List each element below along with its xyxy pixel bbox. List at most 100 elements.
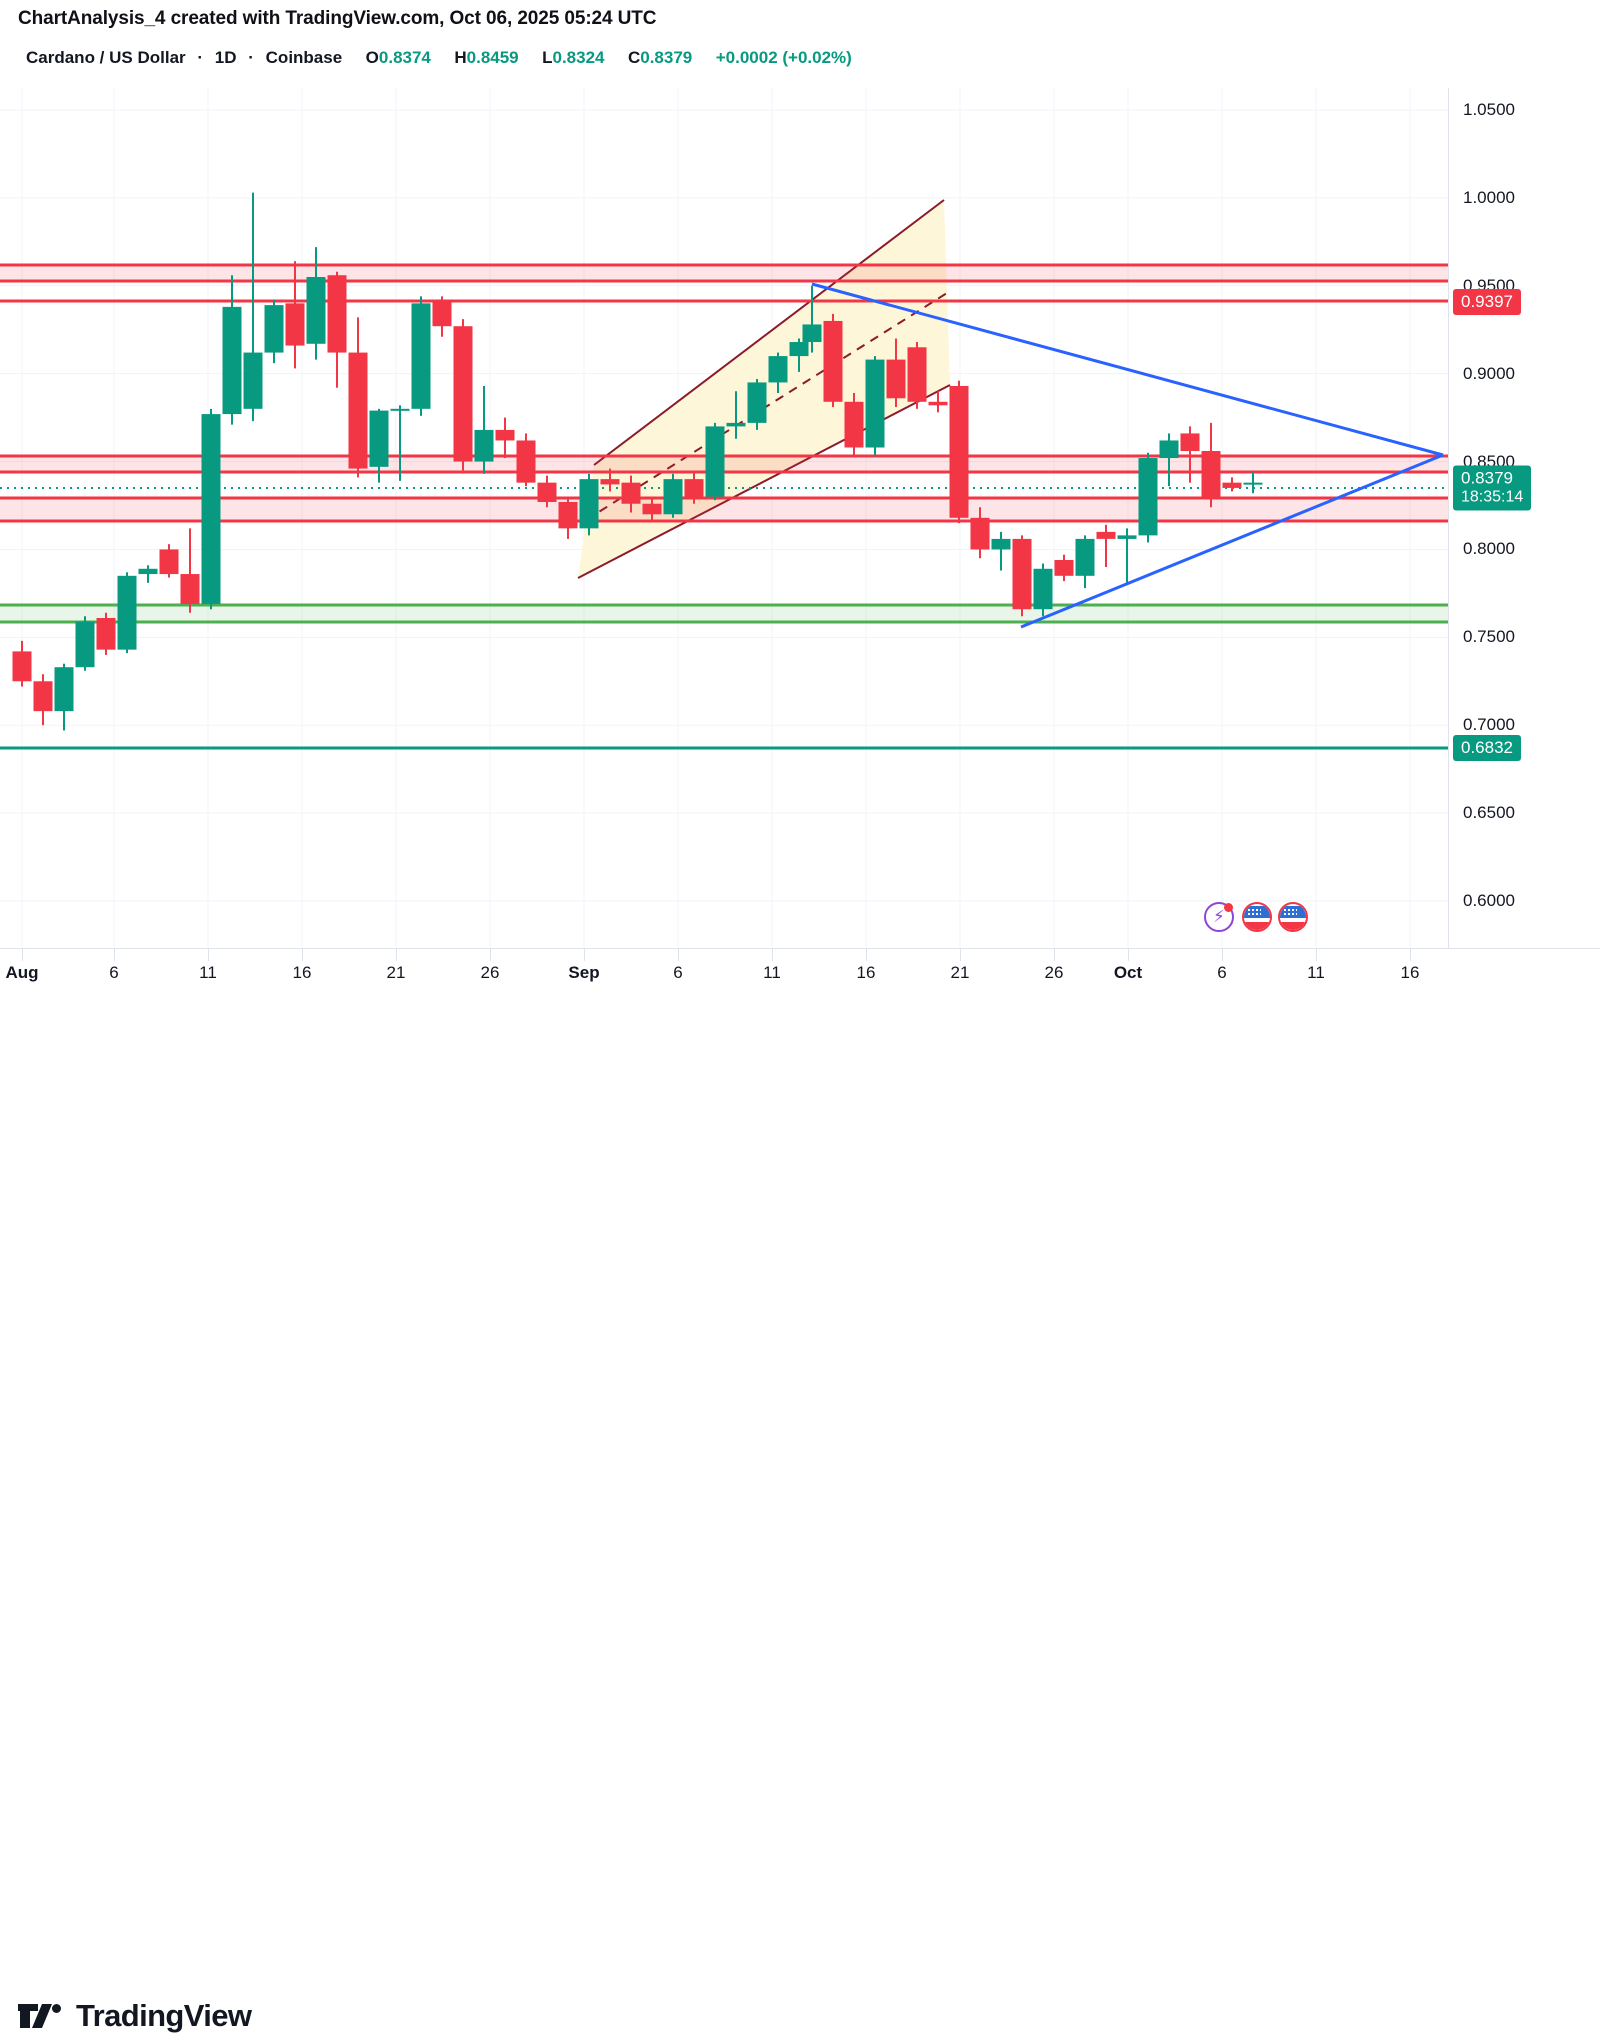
candle-37[interactable] <box>789 338 809 372</box>
legend-interval[interactable]: 1D <box>214 48 237 67</box>
candle-15[interactable] <box>327 271 347 388</box>
candle-body <box>1180 433 1200 452</box>
event-marker-us-2[interactable] <box>1278 902 1308 932</box>
time-tick-mark-9 <box>866 949 867 961</box>
candle-13[interactable] <box>285 261 305 369</box>
candle-45[interactable] <box>949 380 969 524</box>
candle-51[interactable] <box>1075 535 1095 589</box>
candle-52[interactable] <box>1096 524 1116 568</box>
candle-5[interactable] <box>117 572 137 654</box>
candle-14[interactable] <box>306 247 326 360</box>
candle-48[interactable] <box>1012 535 1032 617</box>
tv-logo-svg <box>18 2004 61 2028</box>
descending-resistance-trendline[interactable] <box>811 282 1444 457</box>
candle-3[interactable] <box>75 616 95 671</box>
time-tick-mark-14 <box>1316 949 1317 961</box>
candle-1[interactable] <box>33 674 53 726</box>
candle-2[interactable] <box>54 663 74 731</box>
candle-19[interactable] <box>411 296 431 416</box>
candle-49[interactable] <box>1033 563 1053 617</box>
candle-55[interactable] <box>1159 433 1179 487</box>
candle-50[interactable] <box>1054 554 1074 582</box>
candle-body <box>243 352 263 409</box>
candle-16[interactable] <box>348 317 368 478</box>
ascending-parallel-channel-lower-edge[interactable] <box>577 384 951 579</box>
resistance-tag[interactable]: 0.9397 <box>1453 288 1521 316</box>
candle-20[interactable] <box>432 296 452 337</box>
candle-10[interactable] <box>222 275 242 425</box>
candle-body <box>1222 482 1242 488</box>
last-price-tag[interactable]: 0.8379 18:35:14 <box>1453 465 1532 511</box>
last-price-tag-countdown: 18:35:14 <box>1461 488 1524 506</box>
candle-23[interactable] <box>495 417 515 459</box>
candle-4[interactable] <box>96 612 116 655</box>
candle-body <box>747 382 767 423</box>
ascending-support-trendline[interactable] <box>1020 453 1444 629</box>
candle-6[interactable] <box>138 565 158 583</box>
time-axis-label-13: 6 <box>1217 963 1227 982</box>
candle-58[interactable] <box>1222 477 1242 492</box>
candle-12[interactable] <box>264 299 284 364</box>
time-axis[interactable]: Aug 6 11 16 21 26 Sep 6 11 16 21 26 Oct 6 11 16 <box>0 948 1600 992</box>
candle-43[interactable] <box>907 342 927 409</box>
candle-34[interactable] <box>726 391 746 439</box>
candle-22[interactable] <box>474 385 494 474</box>
candle-18[interactable] <box>390 405 410 481</box>
ascending-parallel-channel-upper-edge[interactable] <box>593 199 945 466</box>
candle-28[interactable] <box>600 468 620 492</box>
support-tag[interactable]: 0.6832 <box>1453 734 1521 762</box>
candle-17[interactable] <box>369 408 389 483</box>
candle-body <box>1138 458 1158 536</box>
candle-38[interactable] <box>802 285 822 353</box>
candle-body <box>705 426 725 497</box>
candle-body <box>949 385 969 518</box>
candle-24[interactable] <box>516 433 536 487</box>
candle-7[interactable] <box>159 544 179 578</box>
candle-35[interactable] <box>747 378 767 430</box>
candle-8[interactable] <box>180 528 200 613</box>
candle-40[interactable] <box>844 393 864 457</box>
candle-27[interactable] <box>579 473 599 536</box>
candle-30[interactable] <box>642 496 662 520</box>
candle-54[interactable] <box>1138 452 1158 543</box>
legend-open-label: O <box>365 48 379 67</box>
last-price-tag-value: 0.8379 <box>1461 468 1513 488</box>
candle-31[interactable] <box>663 473 683 518</box>
candle-29[interactable] <box>621 475 641 513</box>
candle-body <box>928 401 948 406</box>
candle-41[interactable] <box>865 356 885 457</box>
price-axis[interactable]: 1.0500 1.0000 0.9500 0.9000 0.8500 0.8000 0.75… <box>1448 88 1600 948</box>
legend-symbol[interactable]: Cardano / US Dollar <box>26 48 186 67</box>
candle-32[interactable] <box>684 472 704 504</box>
candle-57[interactable] <box>1201 422 1221 508</box>
candle-body <box>117 575 137 650</box>
candle-47[interactable] <box>991 531 1011 571</box>
candle-11[interactable] <box>243 192 263 422</box>
candle-56[interactable] <box>1180 426 1200 483</box>
candle-body <box>264 305 284 353</box>
candle-59[interactable] <box>1243 472 1263 494</box>
candle-36[interactable] <box>768 352 788 394</box>
chart-watermark-title: ChartAnalysis_4 created with TradingView… <box>18 8 657 29</box>
candle-42[interactable] <box>886 338 906 408</box>
candle-25[interactable] <box>537 475 557 508</box>
candle-44[interactable] <box>928 391 948 413</box>
candle-body <box>12 651 32 682</box>
resistance-tag-value: 0.9397 <box>1461 291 1513 311</box>
candle-26[interactable] <box>558 496 578 539</box>
price-chart-canvas[interactable] <box>0 88 1448 948</box>
candle-53[interactable] <box>1117 528 1137 585</box>
candle-body <box>579 479 599 529</box>
time-axis-label-12: Oct <box>1113 963 1143 982</box>
candle-46[interactable] <box>970 507 990 559</box>
legend-exchange[interactable]: Coinbase <box>265 48 343 67</box>
legend-low-label: L <box>542 48 553 67</box>
candle-0[interactable] <box>12 640 32 687</box>
candle-33[interactable] <box>705 422 725 501</box>
candle-39[interactable] <box>823 313 843 408</box>
candle-9[interactable] <box>201 408 221 610</box>
event-marker-us-1[interactable] <box>1242 902 1272 932</box>
candle-21[interactable] <box>453 319 473 471</box>
event-marker-bolt[interactable]: ⚡ <box>1204 902 1234 932</box>
legend-high-value: 0.8459 <box>466 48 519 67</box>
